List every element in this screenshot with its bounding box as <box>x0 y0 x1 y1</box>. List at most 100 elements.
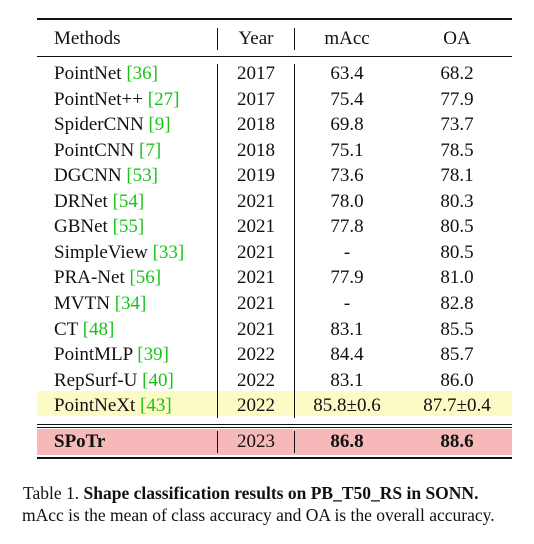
spotr-row-highlight <box>37 429 512 455</box>
row-year: 2021 <box>237 241 275 263</box>
row-macc: 84.4 <box>330 344 364 366</box>
row-year: 2021 <box>237 216 275 238</box>
row-macc: 75.4 <box>330 88 364 110</box>
row-oa: 73.7 <box>440 114 474 136</box>
row-year: 2021 <box>237 190 275 212</box>
row-macc: 75.1 <box>330 139 364 161</box>
method-name: PointMLP <box>54 344 133 366</box>
row-method: RepSurf-U [40] <box>54 368 174 394</box>
row-macc: 77.8 <box>330 216 364 238</box>
row-year: 2022 <box>237 369 275 391</box>
row-method: MVTN [34] <box>54 291 146 317</box>
header-year: Year <box>238 28 274 49</box>
citation-link[interactable]: [7] <box>139 139 162 161</box>
row-method: PointNeXt [43] <box>54 393 172 419</box>
method-name: GBNet <box>54 216 108 238</box>
table-caption-text: mAcc is the mean of class accuracy and O… <box>22 505 495 525</box>
body-separator-1 <box>217 64 218 418</box>
citation-link[interactable]: [55] <box>112 216 145 238</box>
method-name: CT <box>54 318 78 340</box>
row-year: 2017 <box>237 88 275 110</box>
row-oa: 81.0 <box>440 267 474 289</box>
row-macc: - <box>343 293 351 314</box>
row-year: 2017 <box>237 63 275 84</box>
row-oa: 86.0 <box>440 369 474 391</box>
citation-link[interactable]: [27] <box>147 88 180 110</box>
citation-link[interactable]: [48] <box>82 318 115 340</box>
row-oa: 80.5 <box>440 241 474 263</box>
header-oa: OA <box>443 28 471 49</box>
row-year: 2018 <box>237 114 275 136</box>
row-oa: 87.7±0.4 <box>423 395 491 417</box>
ours-method: SPoTr <box>54 431 106 452</box>
row-macc: 77.9 <box>330 267 364 289</box>
citation-link[interactable]: [40] <box>142 369 174 391</box>
method-name: PointNet++ <box>54 88 143 110</box>
header-methods: Methods <box>54 28 121 49</box>
row-macc: 69.8 <box>330 114 364 136</box>
header-separator-1 <box>217 28 218 50</box>
header-separator-2 <box>294 28 295 50</box>
ours-oa: 88.6 <box>440 431 474 452</box>
row-method: PointMLP [39] <box>54 342 169 368</box>
citation-link[interactable]: [36] <box>126 63 158 84</box>
header-macc: mAcc <box>324 28 370 49</box>
row-year: 2018 <box>237 139 275 161</box>
row-oa: 85.5 <box>440 318 474 340</box>
header-rule <box>37 56 512 57</box>
citation-link[interactable]: [34] <box>114 293 147 314</box>
row-method: PRA-Net [56] <box>54 265 161 291</box>
row-oa: 82.8 <box>440 293 474 314</box>
method-name: PRA-Net <box>54 267 125 289</box>
row-method: PointNet++ [27] <box>54 87 179 113</box>
row-year: 2022 <box>237 344 275 366</box>
bottom-rule <box>37 457 512 459</box>
row-oa: 78.5 <box>440 139 474 161</box>
ours-macc: 86.8 <box>330 431 364 452</box>
caption-bold-title: Shape classification results on PB_T50_R… <box>83 483 479 503</box>
citation-link[interactable]: [53] <box>126 165 158 187</box>
top-rule <box>37 18 512 20</box>
method-name: PointNeXt <box>54 395 136 417</box>
row-year: 2021 <box>237 318 275 340</box>
row-oa: 80.3 <box>440 190 474 212</box>
row-macc: 83.1 <box>330 318 364 340</box>
row-method: CT [48] <box>54 317 114 343</box>
row-macc: 83.1 <box>330 369 364 391</box>
method-name: SpiderCNN <box>54 114 144 136</box>
row-macc: 63.4 <box>330 63 364 84</box>
method-name: SimpleView <box>54 241 148 263</box>
method-name: PointCNN <box>54 139 135 161</box>
citation-link[interactable]: [39] <box>137 344 169 366</box>
citation-link[interactable]: [54] <box>112 190 145 212</box>
row-method: PointCNN [7] <box>54 138 161 164</box>
method-name: MVTN <box>54 293 110 314</box>
row-oa: 77.9 <box>440 88 474 110</box>
body-separator-2 <box>294 64 295 418</box>
ours-separator-2 <box>294 431 295 453</box>
row-oa: 68.2 <box>440 63 474 84</box>
ours-top-rule-1 <box>37 424 512 425</box>
row-oa: 85.7 <box>440 344 474 366</box>
method-name: RepSurf-U <box>54 369 138 391</box>
row-method: SimpleView [33] <box>54 240 184 266</box>
row-macc: 85.8±0.6 <box>313 395 381 417</box>
row-method: DRNet [54] <box>54 189 144 215</box>
row-method: PointNet [36] <box>54 61 158 87</box>
citation-link[interactable]: [43] <box>140 395 172 417</box>
row-method: DGCNN [53] <box>54 163 158 189</box>
method-name: PointNet <box>54 63 122 84</box>
citation-link[interactable]: [33] <box>152 241 185 263</box>
table-caption: Table 1. Shape classification results on… <box>23 482 528 504</box>
row-macc: 78.0 <box>330 190 364 212</box>
row-year: 2019 <box>237 165 275 187</box>
citation-link[interactable]: [56] <box>129 267 162 289</box>
row-year: 2022 <box>237 395 275 417</box>
row-oa: 80.5 <box>440 216 474 238</box>
row-macc: - <box>343 241 351 263</box>
caption-label: Table 1. <box>23 483 80 503</box>
citation-link[interactable]: [9] <box>148 114 171 136</box>
ours-top-rule-2 <box>37 427 512 428</box>
ours-separator-1 <box>217 431 218 453</box>
method-name: DGCNN <box>54 165 122 187</box>
